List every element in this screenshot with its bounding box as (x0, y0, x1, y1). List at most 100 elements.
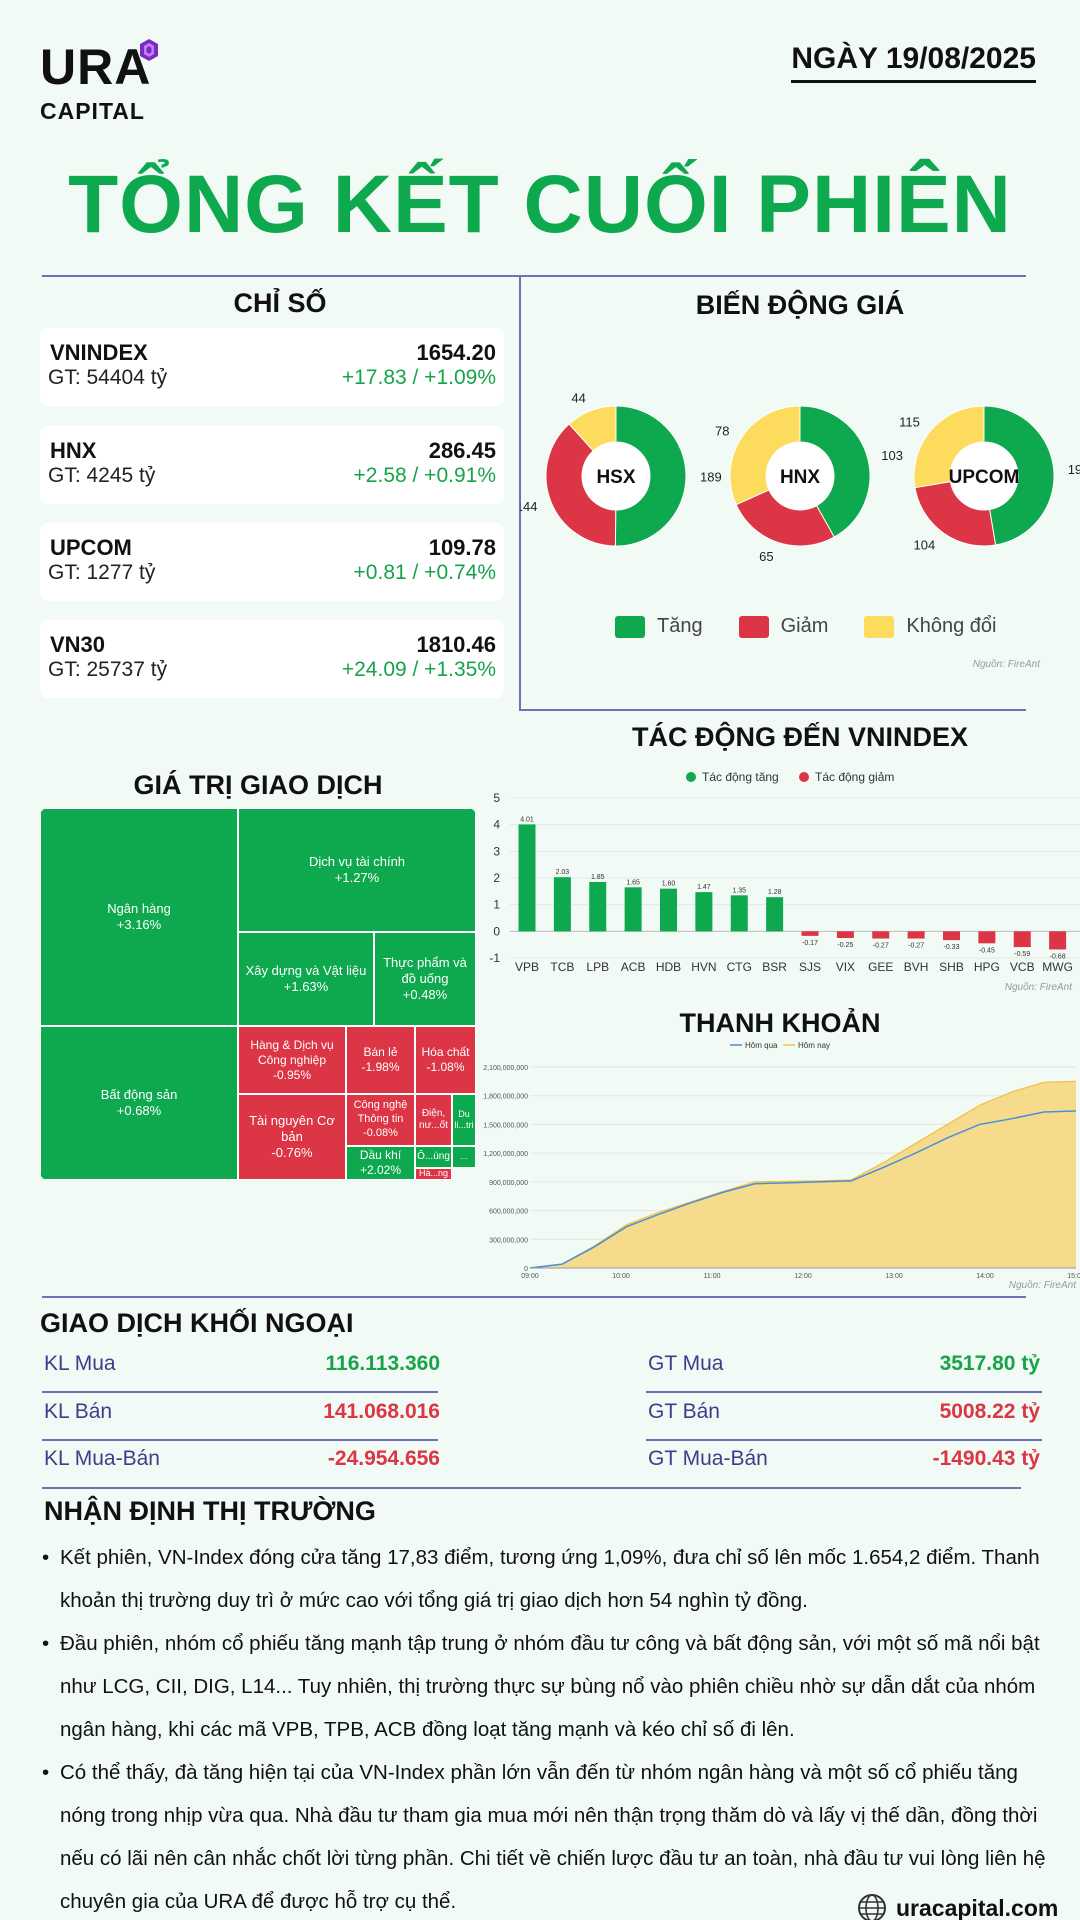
donut-value-label: 44 (571, 391, 585, 406)
bar-data-label: -0.59 (1014, 951, 1030, 958)
index-name: VNINDEX (50, 340, 148, 365)
donut-hole (950, 442, 1018, 510)
page-title: TỔNG KẾT CUỐI PHIÊN (68, 159, 1012, 250)
x-tick-label: CTG (727, 960, 752, 974)
x-tick-label: HPG (974, 960, 1000, 974)
x-tick-label: ACB (621, 960, 646, 974)
bar-data-label: 1.65 (626, 879, 640, 886)
donut-value-label: 78 (715, 423, 729, 438)
treemap-cell-change: +3.16% (116, 917, 162, 932)
bar-data-label: -0.25 (837, 942, 853, 949)
treemap-cell: Thực phẩm và đồ uống +0.48% (374, 932, 476, 1026)
x-tick-label: HVN (691, 960, 716, 974)
index-value: 1654.20 (416, 340, 496, 365)
donut-upcom: 197 104 115 UPCOM (899, 405, 1080, 552)
indices-title: CHỈ SỐ (233, 288, 327, 318)
x-tick-label: SJS (799, 960, 821, 974)
index-name: VN30 (50, 632, 106, 657)
foreign-value: -1490.43 tỷ (932, 1447, 1040, 1470)
report-date: NGÀY 19/08/2025 (791, 42, 1036, 83)
commentary-bullet: Đầu phiên, nhóm cổ phiếu tăng mạnh tập t… (42, 1622, 1060, 1751)
legend-up-label: Tăng (657, 615, 703, 637)
logo-subtext: CAPITAL (40, 98, 145, 124)
treemap-cell-change: -0.08% (363, 1126, 398, 1139)
y-tick-label: 3 (493, 844, 500, 858)
x-tick-label: LPB (586, 960, 609, 974)
y-tick-label: 300,000,000 (489, 1237, 528, 1244)
donut-hole (582, 442, 650, 510)
treemap-cell: Hàng & Dịch vụ Công nghiệp -0.95% (238, 1026, 346, 1094)
impact-bar (518, 824, 536, 932)
treemap-cell: Dầu khí +2.02% (346, 1146, 415, 1180)
divider (42, 1487, 1021, 1489)
donut-value-label: 103 (881, 448, 903, 463)
index-value-traded: GT: 1277 tỷ (48, 561, 156, 584)
y-tick-label: 2,100,000,000 (483, 1065, 528, 1072)
commentary-list: Kết phiên, VN-Index đóng cửa tăng 17,83 … (40, 1536, 1060, 1920)
legend-yesterday-label: Hôm qua (745, 1041, 778, 1050)
donut-center-label: UPCOM (949, 467, 1020, 488)
x-tick-label: TCB (550, 960, 574, 974)
x-tick-label: MWG (1042, 960, 1073, 974)
treemap-cell-label: Ô...ùng (417, 1150, 450, 1162)
foreign-title: GIAO DỊCH KHỐI NGOẠI (40, 1308, 354, 1338)
impact-bar (943, 931, 960, 941)
treemap-cell-change: +2.02% (359, 1163, 402, 1177)
legend-up-label: Tác động tăng (702, 770, 779, 784)
treemap-cell-label: Ngân hàng (107, 900, 171, 916)
treemap-cell-label: Du li...tri (454, 1108, 474, 1130)
y-tick-label: 0 (493, 924, 500, 938)
y-tick-label: 1 (493, 898, 500, 912)
treemap-cell: Xây dựng và Vật liệu +1.63% (238, 932, 374, 1026)
x-tick-label: GEE (868, 960, 893, 974)
index-value-traded: GT: 54404 tỷ (48, 366, 168, 389)
y-tick-label: 900,000,000 (489, 1180, 528, 1187)
foreign-label: GT Mua-Bán (648, 1447, 768, 1470)
y-tick-label: 5 (493, 791, 500, 805)
foreign-value: 116.113.360 (325, 1352, 440, 1375)
index-value-traded: GT: 25737 tỷ (48, 658, 168, 681)
legend-flat-swatch (864, 615, 895, 638)
x-tick-label: HDB (656, 960, 681, 974)
legend-down-label: Giảm (780, 615, 829, 637)
impact-bar (553, 877, 571, 932)
index-change: +0.81 / +0.74% (353, 561, 496, 584)
treemap-cell-label: Dầu khí (359, 1148, 402, 1162)
x-tick-label: 10:00 (612, 1273, 630, 1280)
foreign-value: 3517.80 tỷ (939, 1352, 1040, 1375)
treemap-cell: ... (452, 1146, 476, 1168)
treemap-cell-label: Bất động sản (100, 1086, 178, 1102)
divider (42, 275, 1026, 277)
liquidity-legend: Hôm qua Hôm nay (730, 1041, 830, 1050)
treemap-cell-change: +0.48% (402, 987, 448, 1003)
bar-data-label: -0.45 (979, 947, 995, 954)
treemap-cell-label: Công nghệ Thông tin (353, 1099, 408, 1126)
value-traded-title: GIÁ TRỊ GIAO DỊCH (133, 770, 383, 800)
foreign-value: 5008.22 tỷ (939, 1400, 1040, 1423)
index-name: HNX (50, 438, 97, 463)
logo-gem-icon (140, 39, 158, 61)
treemap-cell-label: Điện, nư...ốt (419, 1107, 448, 1132)
donut-value-label: 197 (1068, 462, 1080, 477)
treemap-cell-label: Hóa chất (421, 1045, 470, 1059)
index-change: +2.58 / +0.91% (353, 464, 496, 487)
bar-data-label: 4.01 (520, 816, 534, 823)
treemap-cell-label: Hàng & Dịch vụ Công nghiệp (250, 1037, 334, 1067)
impact-bar (1013, 931, 1031, 948)
impact-bar (624, 887, 642, 932)
treemap-cell: Dịch vụ tài chính +1.27% (238, 808, 476, 932)
bar-data-label: -0.33 (944, 944, 960, 951)
foreign-label: KL Mua-Bán (44, 1447, 160, 1470)
x-tick-label: 09:00 (521, 1273, 539, 1280)
x-tick-label: 11:00 (704, 1273, 721, 1280)
website[interactable]: uracapital.com (852, 1892, 1059, 1920)
index-name: UPCOM (50, 535, 132, 560)
foreign-value: 141.068.016 (323, 1400, 440, 1423)
foreign-label: KL Mua (44, 1352, 116, 1375)
divider (519, 276, 521, 710)
y-tick-label: 600,000,000 (489, 1209, 528, 1216)
index-change: +24.09 / +1.35% (341, 658, 496, 681)
logo-text: URA (40, 39, 152, 95)
impact-bar (730, 895, 748, 932)
index-value: 1810.46 (416, 632, 496, 657)
